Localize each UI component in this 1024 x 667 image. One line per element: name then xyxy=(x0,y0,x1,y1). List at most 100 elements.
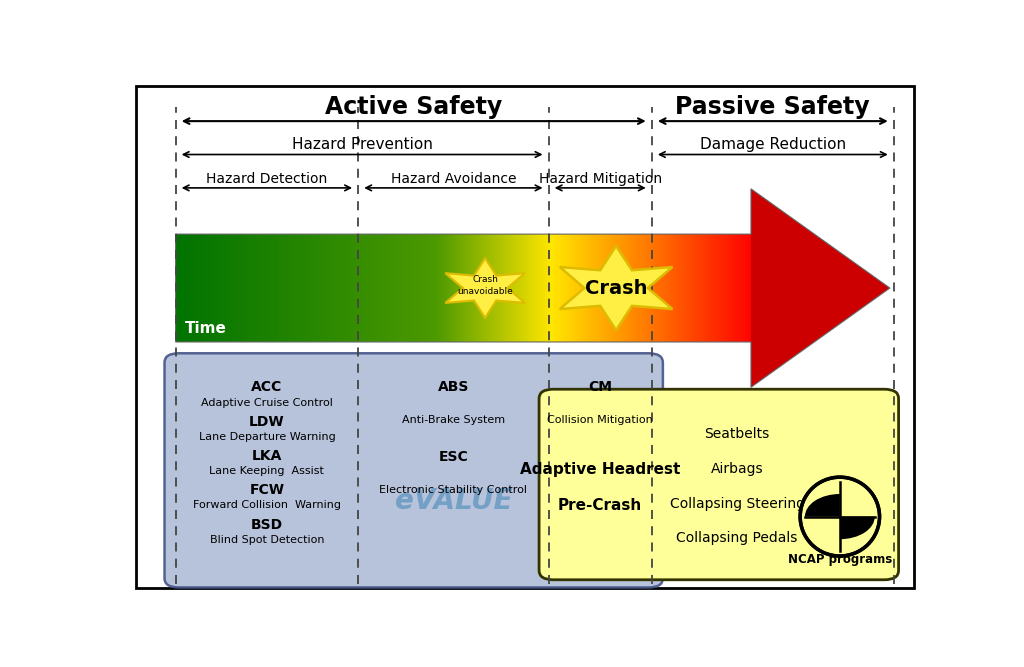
Polygon shape xyxy=(347,234,349,342)
Polygon shape xyxy=(523,234,525,342)
Polygon shape xyxy=(586,234,587,342)
Polygon shape xyxy=(543,234,545,342)
Polygon shape xyxy=(746,234,749,342)
Polygon shape xyxy=(354,234,356,342)
Polygon shape xyxy=(443,234,444,342)
Polygon shape xyxy=(652,234,654,342)
Polygon shape xyxy=(668,234,670,342)
Polygon shape xyxy=(545,234,547,342)
Polygon shape xyxy=(698,234,700,342)
Polygon shape xyxy=(560,246,673,330)
Polygon shape xyxy=(280,234,282,342)
Text: LDW: LDW xyxy=(249,415,285,429)
Polygon shape xyxy=(665,234,666,342)
Polygon shape xyxy=(391,234,393,342)
Polygon shape xyxy=(356,234,358,342)
Polygon shape xyxy=(398,234,400,342)
Polygon shape xyxy=(505,234,507,342)
Polygon shape xyxy=(314,234,316,342)
Wedge shape xyxy=(840,516,874,539)
Polygon shape xyxy=(702,234,705,342)
Polygon shape xyxy=(262,234,264,342)
Polygon shape xyxy=(602,234,604,342)
Polygon shape xyxy=(424,234,426,342)
Polygon shape xyxy=(604,234,606,342)
Polygon shape xyxy=(743,234,744,342)
Text: Lane Keeping  Assist: Lane Keeping Assist xyxy=(210,466,325,476)
Polygon shape xyxy=(485,234,487,342)
Polygon shape xyxy=(612,234,614,342)
Polygon shape xyxy=(227,234,229,342)
Polygon shape xyxy=(428,234,429,342)
Polygon shape xyxy=(624,234,626,342)
Polygon shape xyxy=(393,234,395,342)
Polygon shape xyxy=(287,234,289,342)
Polygon shape xyxy=(749,234,751,342)
Polygon shape xyxy=(253,234,255,342)
Ellipse shape xyxy=(800,477,880,556)
Polygon shape xyxy=(335,234,337,342)
Polygon shape xyxy=(645,234,647,342)
Polygon shape xyxy=(541,234,543,342)
Text: Anti-Brake System: Anti-Brake System xyxy=(401,416,505,426)
Polygon shape xyxy=(245,234,247,342)
Polygon shape xyxy=(402,234,404,342)
Text: Airbags: Airbags xyxy=(711,462,764,476)
Polygon shape xyxy=(560,234,562,342)
Polygon shape xyxy=(695,234,696,342)
Polygon shape xyxy=(251,234,253,342)
Polygon shape xyxy=(501,234,503,342)
Polygon shape xyxy=(301,234,302,342)
Polygon shape xyxy=(243,234,245,342)
Polygon shape xyxy=(444,234,446,342)
Polygon shape xyxy=(591,234,593,342)
Polygon shape xyxy=(700,234,702,342)
Polygon shape xyxy=(606,234,608,342)
Polygon shape xyxy=(358,234,360,342)
Polygon shape xyxy=(751,189,890,388)
Polygon shape xyxy=(739,234,741,342)
Polygon shape xyxy=(462,234,464,342)
Polygon shape xyxy=(223,234,225,342)
Polygon shape xyxy=(573,234,575,342)
Polygon shape xyxy=(737,234,739,342)
Polygon shape xyxy=(522,234,523,342)
Polygon shape xyxy=(687,234,689,342)
Polygon shape xyxy=(374,234,376,342)
Polygon shape xyxy=(676,234,678,342)
Polygon shape xyxy=(539,234,541,342)
Text: Collision Mitigation: Collision Mitigation xyxy=(547,416,653,426)
Polygon shape xyxy=(647,234,649,342)
Polygon shape xyxy=(380,234,381,342)
Polygon shape xyxy=(633,234,635,342)
Polygon shape xyxy=(451,234,453,342)
Polygon shape xyxy=(512,234,514,342)
Polygon shape xyxy=(383,234,385,342)
Polygon shape xyxy=(278,234,280,342)
Text: Pre-Crash: Pre-Crash xyxy=(558,498,642,512)
Polygon shape xyxy=(236,234,238,342)
Polygon shape xyxy=(176,234,177,342)
Polygon shape xyxy=(181,234,183,342)
Polygon shape xyxy=(201,234,203,342)
Text: Passive Safety: Passive Safety xyxy=(676,95,870,119)
Polygon shape xyxy=(378,234,380,342)
Polygon shape xyxy=(696,234,698,342)
Polygon shape xyxy=(385,234,387,342)
Polygon shape xyxy=(617,234,620,342)
Polygon shape xyxy=(728,234,729,342)
Polygon shape xyxy=(481,234,483,342)
Polygon shape xyxy=(479,234,481,342)
Polygon shape xyxy=(247,234,249,342)
Polygon shape xyxy=(197,234,199,342)
Polygon shape xyxy=(256,234,258,342)
Polygon shape xyxy=(413,234,414,342)
Polygon shape xyxy=(459,234,460,342)
Polygon shape xyxy=(207,234,208,342)
Polygon shape xyxy=(193,234,195,342)
FancyBboxPatch shape xyxy=(539,390,899,580)
Polygon shape xyxy=(711,234,712,342)
Polygon shape xyxy=(422,234,424,342)
Polygon shape xyxy=(203,234,205,342)
Polygon shape xyxy=(589,234,591,342)
